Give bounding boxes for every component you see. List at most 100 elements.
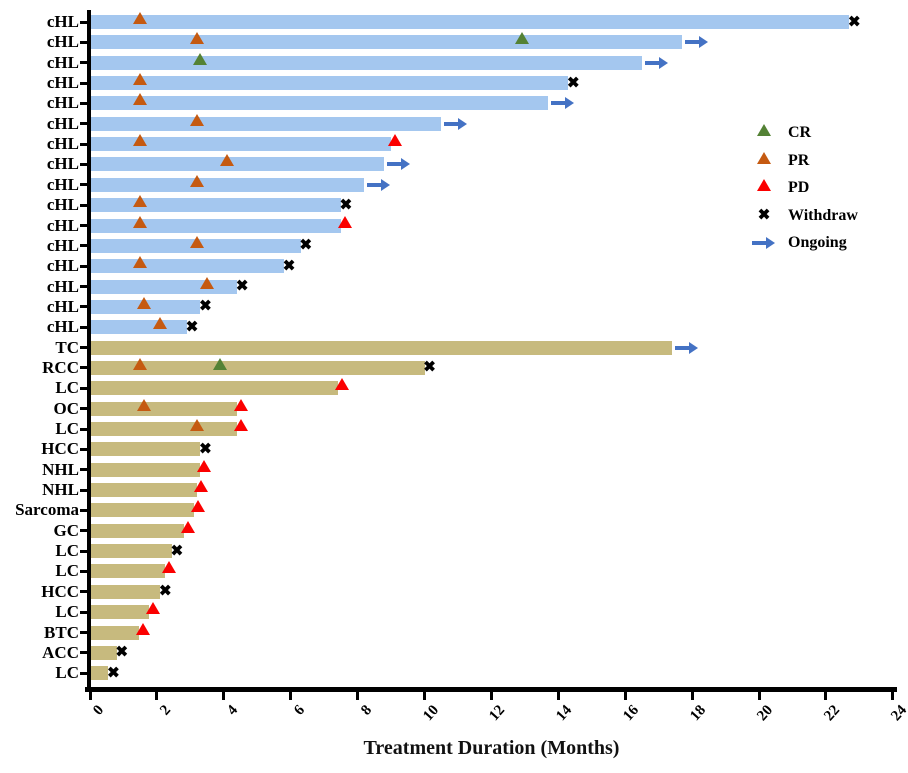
x-tick [356,692,360,700]
cr-marker-icon [213,357,228,370]
ongoing-arrow-icon-shaft [685,40,700,45]
pd-marker-icon [197,459,212,472]
row-label: LC [55,541,79,561]
ongoing-arrow-icon-head [658,56,668,69]
x-tick [757,692,761,700]
y-tick [80,61,88,65]
row-label: RCC [42,357,79,377]
row-label: HCC [41,581,79,601]
row-label: LC [55,561,79,581]
ongoing-arrow-icon-shaft [551,101,566,106]
x-tick [289,692,293,700]
ongoing-arrow-icon-shaft [367,182,382,187]
pd-marker-icon [388,134,403,147]
pr-marker-icon [153,317,168,330]
swimmer-bar [91,483,198,498]
swimmer-bar [91,15,850,29]
pr-marker-icon [133,195,148,208]
y-tick [80,427,88,431]
swimmer-bar [91,96,549,111]
row-label: cHL [46,73,79,93]
row-label: cHL [46,235,79,255]
swimmer-bar [91,360,425,375]
row-label: cHL [46,93,79,113]
row-label: LC [55,663,79,683]
y-tick [80,264,88,268]
y-tick [80,590,88,594]
row-label: Sarcoma [15,500,79,520]
pr-marker-icon [200,276,215,289]
withdraw-marker-icon: ✖ [185,319,199,336]
withdraw-marker-icon: ✖ [848,14,861,30]
pr-marker-icon [133,357,148,370]
swimmer-bar [91,259,284,274]
row-label: cHL [46,317,79,337]
swimmer-bar [91,55,642,70]
pr-marker-icon [190,32,205,45]
swimmer-bar [91,340,673,355]
pd-marker-icon [180,520,195,533]
pd-marker-icon [190,500,205,513]
row-label: LC [55,378,79,398]
y-tick [80,101,88,105]
row-label: cHL [46,195,79,215]
pr-marker-icon [190,235,205,248]
pd-marker-icon [162,561,177,574]
withdraw-marker-icon: ✖ [170,543,184,560]
row-label: cHL [46,52,79,72]
y-tick [80,81,88,85]
x-tick [423,692,426,700]
y-tick [80,610,88,614]
swimmer-bar [91,544,172,559]
x-tick [155,692,159,700]
x-tick [556,692,560,700]
pr-marker-icon [190,113,205,126]
y-tick [80,366,88,370]
legend-label-withdraw: Withdraw [788,206,858,224]
row-label: cHL [46,276,79,296]
y-tick [80,488,88,492]
pr-marker-icon [133,134,148,147]
x-axis-line [85,687,897,692]
row-label: HCC [41,439,79,459]
legend-ongoing-icon-shaft [752,241,766,245]
swimmer-bar [91,76,569,91]
pr-marker-icon [133,215,148,228]
withdraw-marker-icon: ✖ [199,441,212,458]
y-tick [80,651,88,655]
y-tick [80,529,88,533]
row-label: cHL [46,32,79,52]
legend-label-cr: CR [788,124,812,141]
legend-ongoing-icon-head [766,237,775,249]
ongoing-arrow-icon-head [401,158,411,171]
swimmer-bar [91,645,117,660]
row-label: ACC [42,642,79,662]
legend-pd-icon [757,179,771,191]
y-tick [80,447,88,451]
withdraw-marker-icon: ✖ [339,197,353,214]
pd-marker-icon [337,215,352,228]
x-tick [891,692,895,700]
swimmer-bar [91,137,392,152]
withdraw-marker-icon: ✖ [235,278,249,295]
row-label: cHL [46,134,79,154]
pd-marker-icon [234,419,249,431]
row-label: cHL [46,12,79,31]
y-tick [80,285,88,289]
ongoing-arrow-icon-head [565,97,575,110]
y-axis-line [87,10,91,691]
pr-marker-icon [136,398,151,411]
swimmer-bar [91,584,161,599]
legend-label-ongoing: Ongoing [788,234,847,251]
withdraw-marker-icon: ✖ [299,237,313,254]
legend-label-pd: PD [788,179,810,196]
pr-marker-icon [133,93,148,106]
x-tick [489,692,493,700]
withdraw-marker-icon: ✖ [107,665,120,682]
ongoing-arrow-icon-shaft [444,121,459,126]
y-tick [80,244,88,248]
row-label: NHL [42,480,79,500]
swimmer-bar [91,422,238,436]
pr-marker-icon [133,12,148,24]
